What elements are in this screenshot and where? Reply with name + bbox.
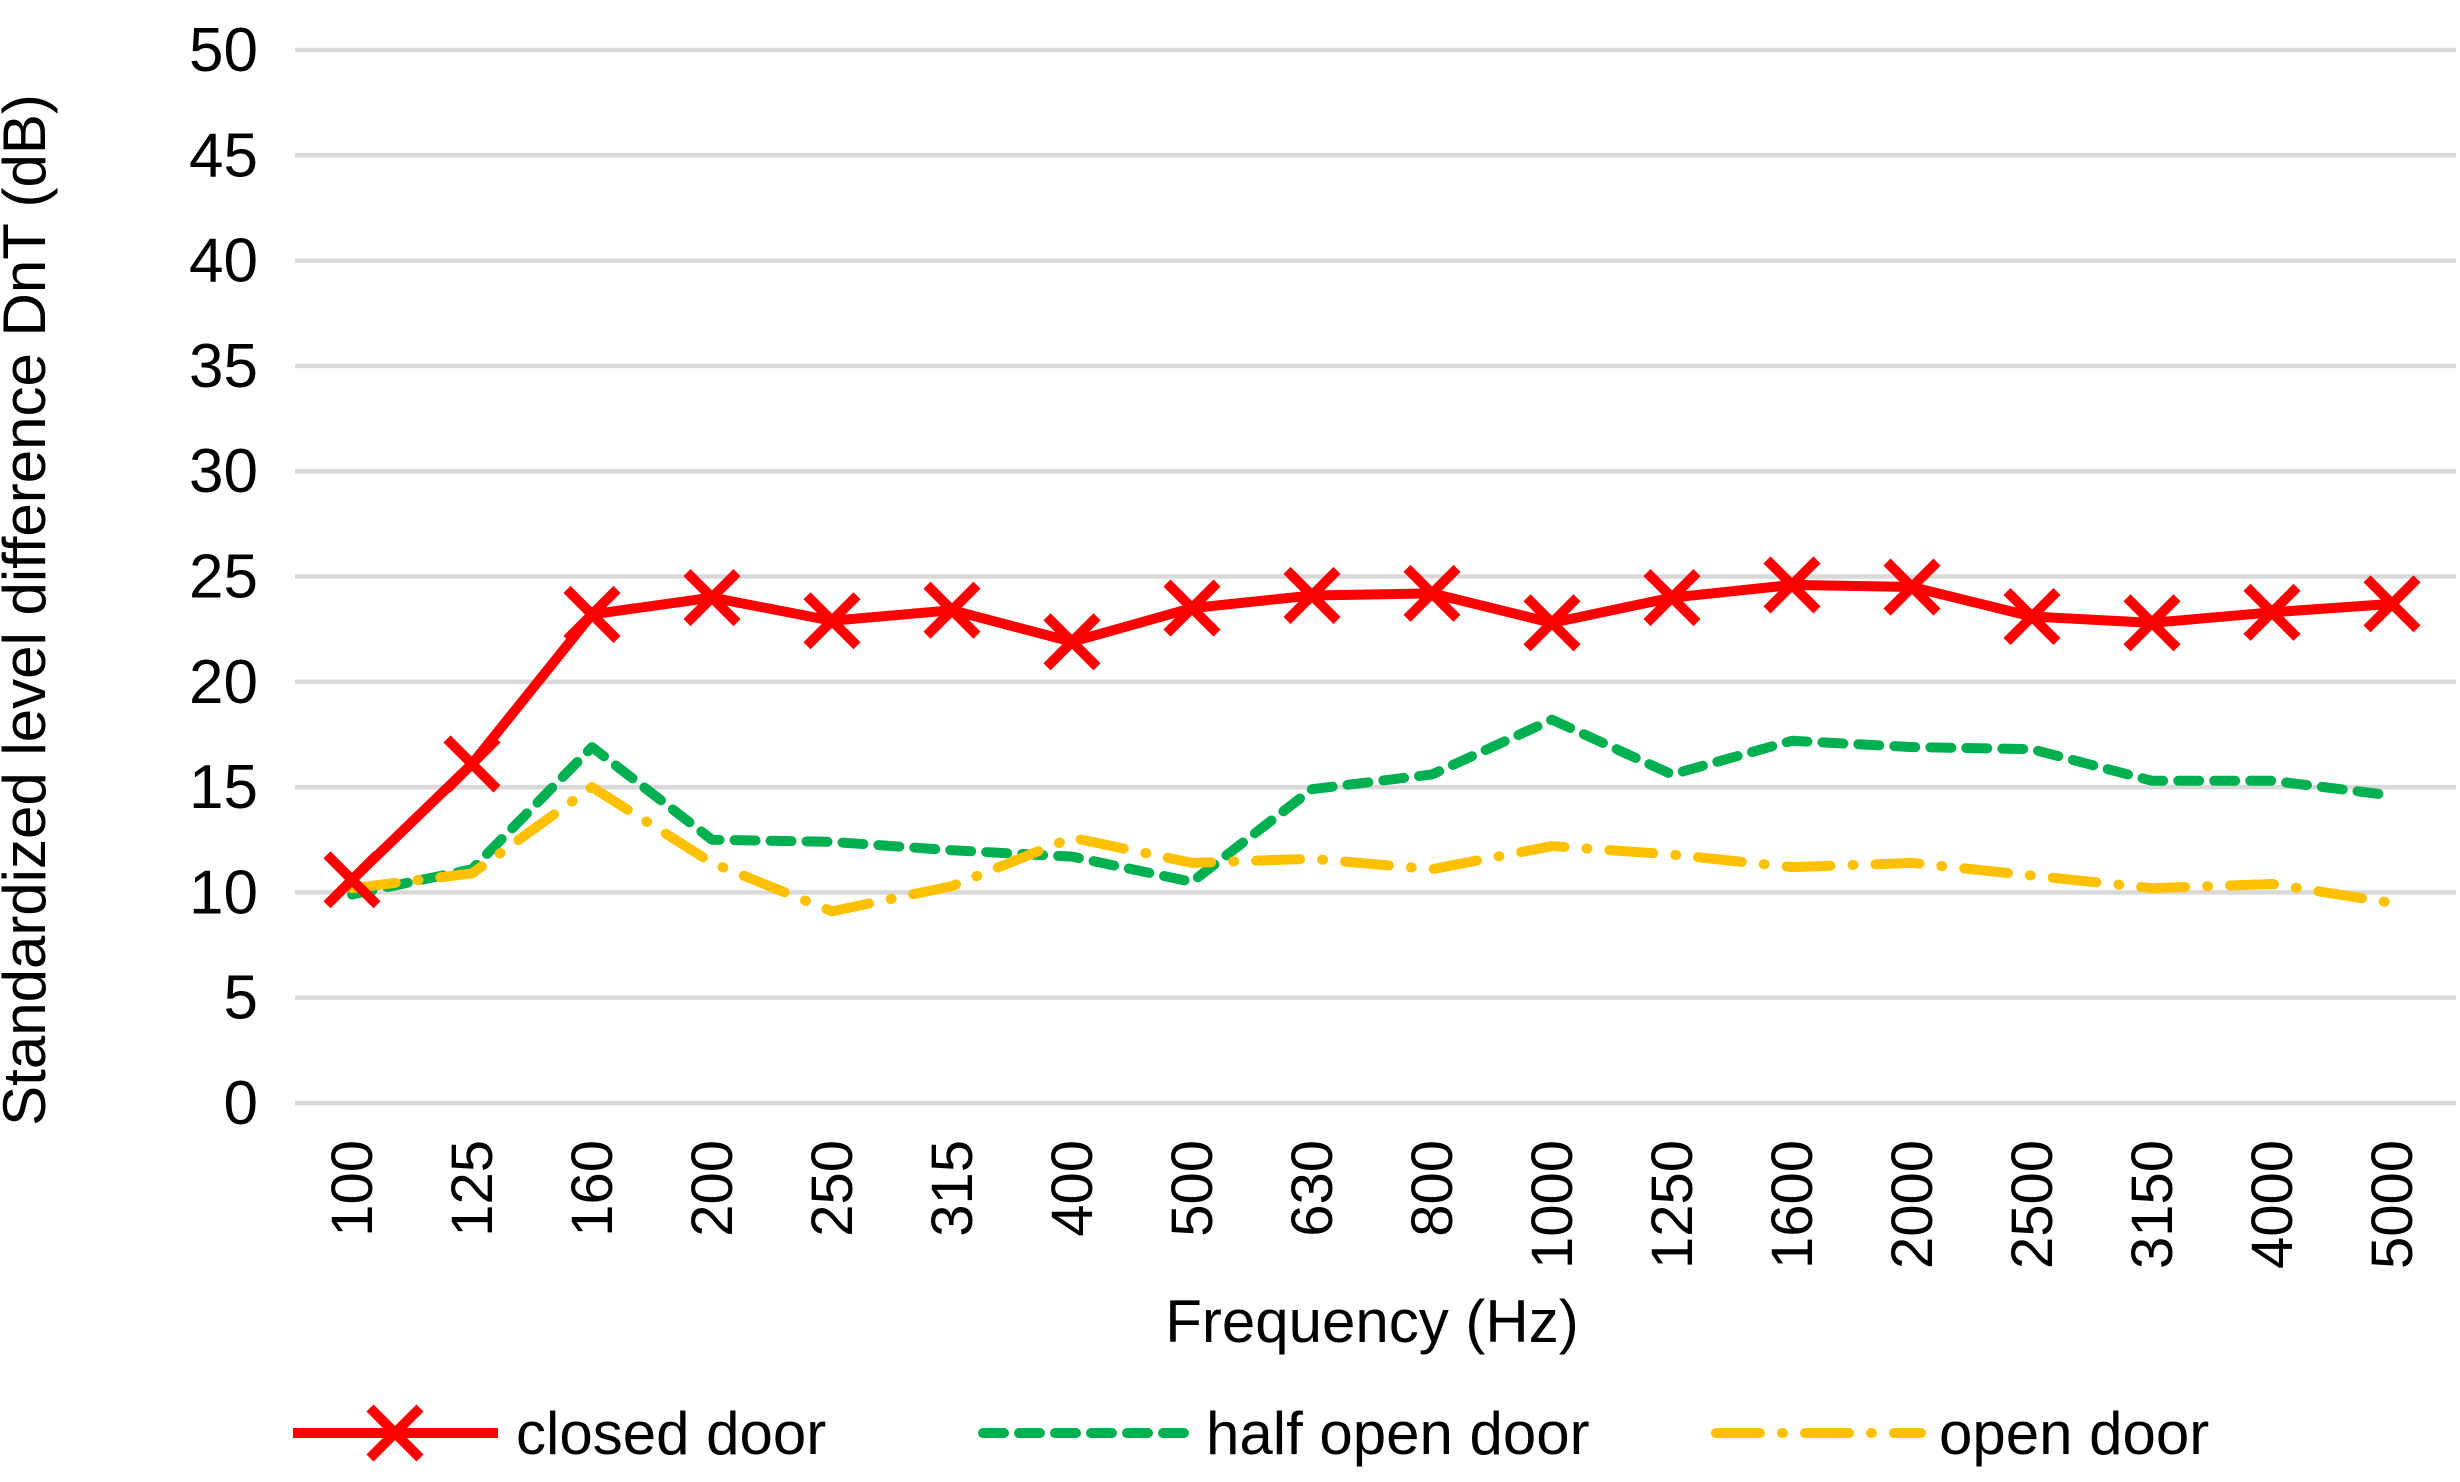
x-marker-icon: [683, 569, 741, 627]
x-tick-label: 1600: [1760, 1140, 1825, 1269]
series-markers: [323, 556, 2421, 909]
x-marker-icon: [323, 851, 381, 909]
x-marker-icon: [443, 735, 501, 793]
x-marker-icon: [1043, 613, 1101, 671]
x-marker-icon: [803, 592, 861, 650]
series-line-closed-door: [348, 579, 2393, 884]
x-tick-label: 200: [680, 1140, 745, 1237]
legend: closed door half open door open door: [293, 1400, 2209, 1467]
x-marker-icon: [1643, 569, 1701, 627]
x-marker-icon: [923, 581, 981, 639]
x-tick-label: 3150: [2120, 1140, 2185, 1269]
x-tick-label: 1250: [1640, 1140, 1705, 1269]
x-tick-label: 800: [1400, 1140, 1465, 1237]
legend-item-closed-door: closed door: [293, 1400, 826, 1467]
x-marker-icon: [1163, 579, 1221, 637]
gridlines: [295, 47, 2456, 1106]
x-tick-label: 630: [1280, 1140, 1345, 1237]
series-line-open-door: [347, 782, 2397, 917]
legend-label-open-door: open door: [1939, 1400, 2209, 1467]
legend-label-half-open-door: half open door: [1206, 1400, 1590, 1467]
series-markers-closed-door: [323, 556, 2421, 909]
y-tick-label: 45: [189, 121, 258, 190]
y-tick-label: 35: [189, 332, 258, 401]
x-tick-label: 315: [920, 1140, 985, 1237]
x-tick-label: 4000: [2240, 1140, 2305, 1269]
x-tick-label: 400: [1040, 1140, 1105, 1237]
series-line-half-open-door: [347, 714, 2397, 900]
y-tick-label: 20: [189, 648, 258, 717]
x-tick-label: 1000: [1520, 1140, 1585, 1269]
y-tick-label: 50: [189, 16, 258, 85]
x-marker-icon: [2363, 575, 2421, 633]
x-marker-icon: [1523, 594, 1581, 652]
y-tick-label: 30: [189, 437, 258, 506]
x-tick-label: 250: [800, 1140, 865, 1237]
x-axis-tick-labels: 100 125 160 200 250 315 400 500 630 800 1000 1250 16…: [320, 1140, 2425, 1269]
legend-label-closed-door: closed door: [516, 1400, 826, 1467]
x-tick-label: 2000: [1880, 1140, 1945, 1269]
y-tick-label: 40: [189, 227, 258, 296]
legend-x-marker-icon: [366, 1404, 424, 1462]
y-axis-title: Standardized level difference DnT (dB): [0, 94, 58, 1126]
x-tick-label: 125: [440, 1140, 505, 1237]
y-tick-label: 15: [189, 753, 258, 822]
x-marker-icon: [563, 585, 621, 643]
x-marker-icon: [2003, 587, 2061, 646]
y-tick-label: 0: [224, 1069, 258, 1138]
x-tick-label: 2500: [2000, 1140, 2065, 1269]
x-tick-label: 5000: [2360, 1140, 2425, 1269]
x-axis-title: Frequency (Hz): [1165, 1288, 1578, 1355]
x-tick-label: 100: [320, 1140, 385, 1237]
series-lines: [347, 579, 2397, 917]
y-axis-tick-labels: 0 5 10 15 20 25 30 35 40 45 50: [189, 16, 258, 1138]
x-marker-icon: [2243, 583, 2301, 641]
legend-item-open-door: open door: [1711, 1400, 2209, 1467]
x-marker-icon: [366, 1404, 424, 1462]
legend-item-half-open-door: half open door: [978, 1400, 1590, 1467]
x-marker-icon: [1763, 556, 1821, 614]
x-tick-label: 500: [1160, 1140, 1225, 1237]
x-marker-icon: [1283, 566, 1341, 624]
x-marker-icon: [1403, 564, 1461, 622]
x-tick-label: 160: [560, 1140, 625, 1237]
x-marker-icon: [1883, 558, 1941, 616]
y-tick-label: 25: [189, 543, 258, 612]
y-tick-label: 5: [224, 964, 258, 1033]
x-marker-icon: [2123, 594, 2181, 652]
y-tick-label: 10: [189, 858, 258, 927]
